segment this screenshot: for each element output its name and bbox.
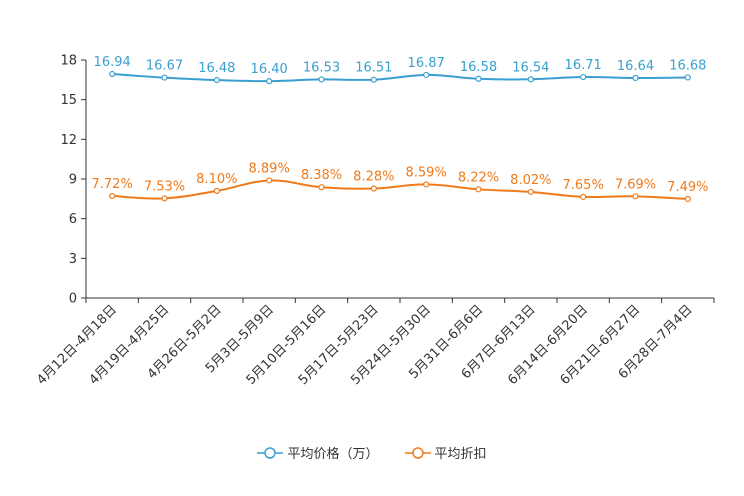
chart-legend: 平均价格（万） 平均折扣 bbox=[0, 443, 744, 462]
legend-price-marker-icon bbox=[257, 446, 284, 459]
data-label-discount: 8.02% bbox=[510, 173, 551, 188]
y-tick-label: 18 bbox=[60, 54, 77, 69]
data-label-discount: 8.22% bbox=[458, 170, 499, 185]
data-label-discount: 8.28% bbox=[353, 170, 394, 185]
data-label-discount: 8.10% bbox=[196, 172, 237, 187]
data-point-price bbox=[423, 71, 430, 79]
legend-item-discount[interactable]: 平均折扣 bbox=[404, 443, 487, 462]
data-label-price: 16.51 bbox=[355, 61, 392, 76]
data-label-discount: 8.38% bbox=[301, 168, 342, 183]
data-label-discount: 7.49% bbox=[667, 180, 708, 195]
data-label-price: 16.48 bbox=[198, 61, 235, 76]
y-tick-label: 6 bbox=[69, 212, 77, 227]
data-point-price bbox=[161, 74, 168, 81]
data-point-price bbox=[475, 75, 482, 82]
legend-label-price: 平均价格（万） bbox=[287, 447, 379, 462]
data-label-price: 16.54 bbox=[512, 60, 549, 75]
y-tick-label: 3 bbox=[69, 252, 77, 267]
data-point-discount bbox=[161, 195, 168, 202]
data-point-discount bbox=[109, 192, 116, 200]
data-point-discount bbox=[266, 177, 273, 184]
data-label-price: 16.64 bbox=[617, 59, 654, 74]
legend-item-price[interactable]: 平均价格（万） bbox=[257, 443, 379, 462]
data-point-price bbox=[213, 76, 220, 84]
data-point-discount bbox=[580, 193, 587, 200]
data-label-discount: 8.89% bbox=[249, 161, 290, 176]
legend-label-discount: 平均折扣 bbox=[434, 447, 487, 462]
data-label-discount: 7.65% bbox=[563, 178, 604, 193]
data-label-discount: 8.59% bbox=[406, 165, 447, 180]
series-line-discount bbox=[112, 179, 688, 200]
data-point-price bbox=[109, 70, 116, 78]
data-point-price bbox=[527, 76, 534, 83]
line-chart: 03691215184月12日-4月18日4月19日-4月25日4月26日-5月… bbox=[34, 54, 715, 388]
legend-discount-marker-icon bbox=[404, 446, 431, 459]
data-point-price bbox=[318, 76, 325, 83]
data-label-price: 16.58 bbox=[460, 60, 497, 75]
y-tick-label: 9 bbox=[69, 173, 77, 188]
data-label-price: 16.40 bbox=[251, 62, 288, 77]
data-point-price bbox=[632, 74, 639, 82]
data-label-discount: 7.53% bbox=[144, 179, 185, 194]
data-label-discount: 7.69% bbox=[615, 177, 656, 192]
series-line-price bbox=[112, 73, 688, 83]
data-point-price bbox=[580, 73, 587, 81]
data-point-discount bbox=[318, 184, 325, 191]
data-label-price: 16.68 bbox=[669, 58, 706, 73]
data-point-discount bbox=[632, 193, 639, 200]
data-point-discount bbox=[684, 195, 691, 203]
data-point-discount bbox=[423, 181, 430, 188]
data-point-price bbox=[370, 76, 377, 83]
data-point-discount bbox=[213, 187, 220, 194]
data-label-price: 16.87 bbox=[408, 56, 445, 71]
data-point-discount bbox=[475, 186, 482, 193]
data-label-price: 16.67 bbox=[146, 59, 183, 74]
y-tick-label: 12 bbox=[60, 133, 77, 148]
chart-axes: 03691215184月12日-4月18日4月19日-4月25日4月26日-5月… bbox=[34, 54, 715, 388]
series-average-price: 16.94 16.67 16.48 16.40 16.53 16.51 16.87 16.58… bbox=[94, 55, 706, 85]
data-point-discount bbox=[527, 188, 534, 196]
y-tick-label: 0 bbox=[69, 292, 77, 307]
data-point-price bbox=[266, 78, 273, 85]
series-average-discount: 7.72% 7.53% 8.10% 8.89% 8.38% 8.28% 8.59% 8.22%… bbox=[92, 161, 708, 203]
data-label-discount: 7.72% bbox=[92, 177, 133, 192]
y-tick-label: 15 bbox=[60, 93, 77, 108]
data-point-price bbox=[684, 74, 691, 81]
data-point-discount bbox=[370, 185, 377, 192]
data-label-price: 16.94 bbox=[94, 55, 131, 70]
data-label-price: 16.71 bbox=[565, 58, 602, 73]
data-label-price: 16.53 bbox=[303, 60, 340, 75]
